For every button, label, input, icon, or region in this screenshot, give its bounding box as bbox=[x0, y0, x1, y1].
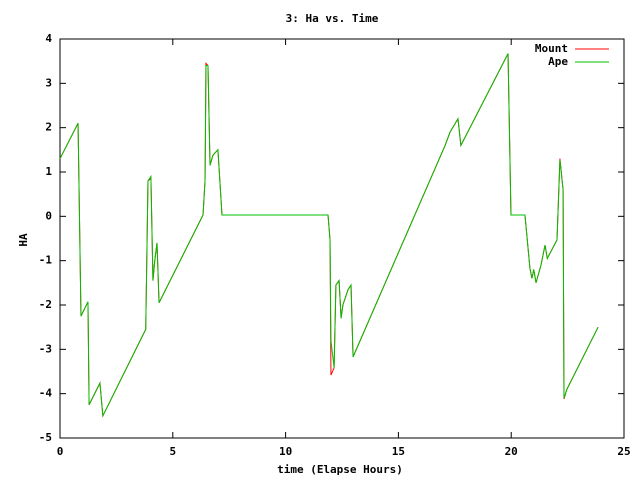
x-axis-label: time (Elapse Hours) bbox=[277, 463, 403, 476]
x-tick-label: 25 bbox=[617, 445, 630, 458]
x-tick-label: 0 bbox=[57, 445, 64, 458]
y-tick-label: -4 bbox=[39, 387, 53, 400]
plot-frame bbox=[59, 38, 625, 439]
x-tick-label: 20 bbox=[505, 445, 518, 458]
y-tick-label: -2 bbox=[39, 298, 52, 311]
legend-label: Ape bbox=[548, 55, 568, 68]
chart-title: 3: Ha vs. Time bbox=[286, 12, 379, 25]
y-tick-label: 3 bbox=[45, 76, 52, 89]
x-tick-label: 10 bbox=[279, 445, 292, 458]
y-tick-label: -3 bbox=[39, 342, 52, 355]
x-tick-label: 15 bbox=[392, 445, 405, 458]
y-tick-label: 2 bbox=[45, 121, 52, 134]
legend-label: Mount bbox=[535, 42, 568, 55]
y-tick-label: -5 bbox=[39, 431, 52, 444]
y-tick-label: 0 bbox=[45, 209, 52, 222]
y-tick-label: 1 bbox=[45, 165, 52, 178]
y-axis-label: HA bbox=[17, 233, 30, 247]
y-tick-label: -1 bbox=[39, 254, 53, 267]
y-tick-label: 4 bbox=[45, 32, 52, 45]
x-tick-label: 5 bbox=[169, 445, 176, 458]
series-line bbox=[59, 53, 599, 418]
